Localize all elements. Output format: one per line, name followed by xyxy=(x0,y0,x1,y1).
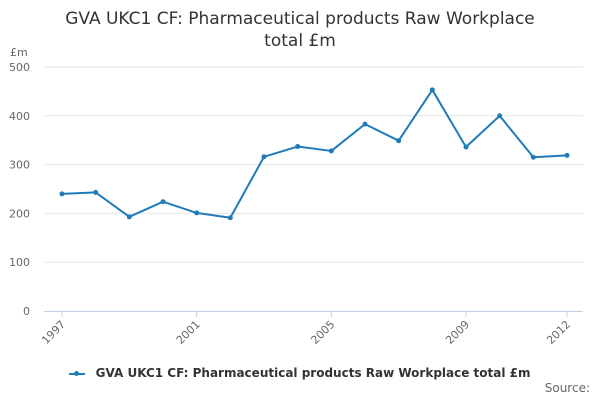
data-point[interactable] xyxy=(564,152,570,158)
data-point[interactable] xyxy=(227,215,233,221)
x-tick-label: 2001 xyxy=(174,318,203,347)
source-label: Source: xyxy=(544,381,590,395)
x-tick-label: 2012 xyxy=(544,318,573,347)
y-tick-label: 300 xyxy=(9,159,30,172)
y-tick-label: 100 xyxy=(9,256,30,269)
chart-title-line-2: total £m xyxy=(264,31,336,51)
x-tick-label: 2005 xyxy=(308,318,337,347)
legend-series-label: GVA UKC1 CF: Pharmaceutical products Raw… xyxy=(95,366,531,380)
data-point[interactable] xyxy=(261,154,267,160)
chart-title: GVA UKC1 CF: Pharmaceutical products Raw… xyxy=(0,8,600,52)
data-point[interactable] xyxy=(362,121,368,127)
y-axis-unit-label: £m xyxy=(10,46,28,59)
y-tick-label: 500 xyxy=(9,61,30,74)
data-point[interactable] xyxy=(194,210,200,216)
y-tick-label: 200 xyxy=(9,207,30,220)
data-point[interactable] xyxy=(126,214,132,220)
data-point[interactable] xyxy=(295,144,301,150)
data-point[interactable] xyxy=(530,154,536,160)
y-tick-label: 0 xyxy=(23,305,30,318)
data-point[interactable] xyxy=(93,189,99,195)
data-point[interactable] xyxy=(59,191,65,197)
data-point[interactable] xyxy=(429,87,435,93)
series-plot xyxy=(59,87,570,221)
legend[interactable]: GVA UKC1 CF: Pharmaceutical products Raw… xyxy=(0,366,600,380)
legend-series-marker xyxy=(69,370,86,376)
x-tick-label: 2009 xyxy=(443,318,472,347)
data-point[interactable] xyxy=(160,199,166,205)
y-axis: 0 100 200 300 400 500 xyxy=(9,61,30,318)
gridlines xyxy=(44,66,583,263)
y-tick-label: 400 xyxy=(9,110,30,123)
data-point[interactable] xyxy=(396,138,402,144)
x-tick-label: 1997 xyxy=(39,318,68,347)
x-axis: 1997 2001 2005 2009 2012 xyxy=(39,311,583,347)
chart-title-line-1: GVA UKC1 CF: Pharmaceutical products Raw… xyxy=(65,9,535,29)
data-point[interactable] xyxy=(497,113,503,119)
series-line xyxy=(61,88,568,219)
data-point[interactable] xyxy=(463,144,469,150)
data-point[interactable] xyxy=(328,148,334,154)
